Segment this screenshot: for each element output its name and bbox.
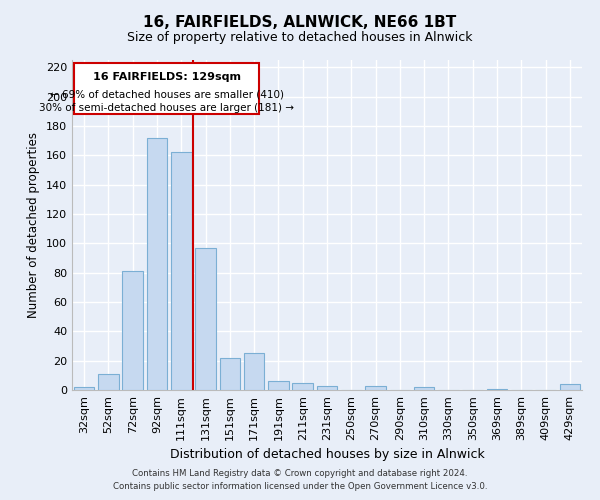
Bar bbox=[268, 381, 289, 390]
Bar bbox=[244, 354, 265, 390]
Bar bbox=[560, 384, 580, 390]
Text: 16 FAIRFIELDS: 129sqm: 16 FAIRFIELDS: 129sqm bbox=[93, 72, 241, 82]
Bar bbox=[146, 138, 167, 390]
Bar bbox=[317, 386, 337, 390]
FancyBboxPatch shape bbox=[74, 63, 259, 114]
Text: Size of property relative to detached houses in Alnwick: Size of property relative to detached ho… bbox=[127, 31, 473, 44]
Bar bbox=[122, 271, 143, 390]
X-axis label: Distribution of detached houses by size in Alnwick: Distribution of detached houses by size … bbox=[170, 448, 484, 462]
Bar bbox=[98, 374, 119, 390]
Bar bbox=[365, 386, 386, 390]
Bar bbox=[171, 152, 191, 390]
Bar bbox=[74, 387, 94, 390]
Bar bbox=[195, 248, 216, 390]
Bar bbox=[292, 382, 313, 390]
Text: ← 69% of detached houses are smaller (410): ← 69% of detached houses are smaller (41… bbox=[50, 90, 284, 100]
Text: Contains HM Land Registry data © Crown copyright and database right 2024.: Contains HM Land Registry data © Crown c… bbox=[132, 468, 468, 477]
Y-axis label: Number of detached properties: Number of detached properties bbox=[28, 132, 40, 318]
Bar bbox=[487, 388, 508, 390]
Text: 16, FAIRFIELDS, ALNWICK, NE66 1BT: 16, FAIRFIELDS, ALNWICK, NE66 1BT bbox=[143, 15, 457, 30]
Bar bbox=[414, 387, 434, 390]
Text: Contains public sector information licensed under the Open Government Licence v3: Contains public sector information licen… bbox=[113, 482, 487, 491]
Bar bbox=[220, 358, 240, 390]
Text: 30% of semi-detached houses are larger (181) →: 30% of semi-detached houses are larger (… bbox=[39, 102, 294, 113]
